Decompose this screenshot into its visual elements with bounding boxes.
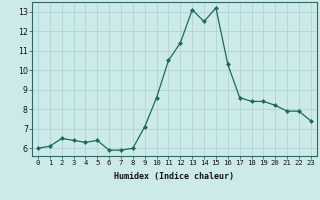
X-axis label: Humidex (Indice chaleur): Humidex (Indice chaleur) xyxy=(115,172,234,181)
